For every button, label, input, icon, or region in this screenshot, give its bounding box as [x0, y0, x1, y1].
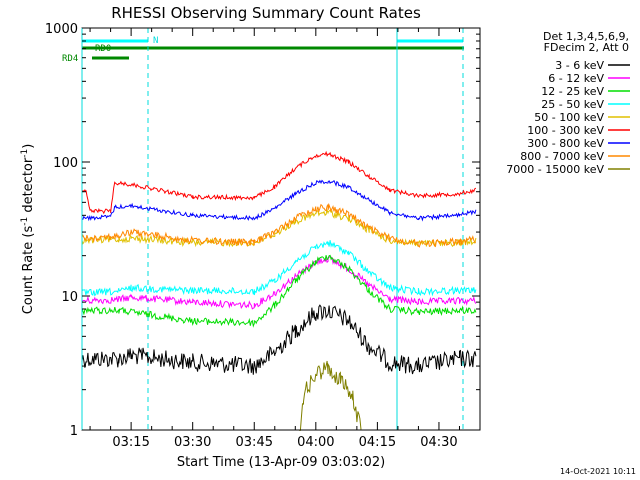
y-tick-label: 100 [53, 156, 78, 171]
x-tick-label: 04:00 [297, 435, 334, 450]
series-line-5 [81, 150, 477, 215]
x-tick-label: 03:45 [236, 435, 273, 450]
series-line-6 [81, 179, 477, 222]
x-axis: 03:15 03:30 03:45 04:00 04:15 04:30 [89, 28, 481, 450]
y-axis-label-sup2: -1 [20, 149, 30, 158]
y-axis-label-end: ) [21, 144, 36, 149]
legend-label: 3 - 6 keV [555, 59, 604, 72]
legend-label: 100 - 300 keV [527, 124, 604, 137]
flag-rd0-label: RD0 [95, 44, 111, 54]
legend-label: 50 - 100 keV [534, 111, 604, 124]
legend-label: 800 - 7000 keV [520, 150, 604, 163]
x-tick-label: 03:30 [174, 435, 211, 450]
y-axis-label-main: Count Rate (s [21, 226, 36, 315]
y-tick-label: 1000 [45, 22, 78, 37]
y-axis-label-sup1: -1 [20, 217, 30, 226]
y-tick-label: 10 [61, 290, 78, 305]
flag-lines: N RD0 RD4 [62, 36, 464, 64]
x-tick-label: 04:30 [420, 435, 457, 450]
legend-header-line-1: Det 1,3,4,5,6,9, [543, 30, 629, 43]
legend: Det 1,3,4,5,6,9, FDecim 2, Att 0 3 - 6 k… [506, 30, 630, 176]
series-line-8 [299, 360, 362, 431]
chart-title: RHESSI Observing Summary Count Rates [111, 4, 421, 22]
legend-header-line-2: FDecim 2, Att 0 [544, 41, 629, 54]
series-line-2 [81, 254, 477, 328]
y-axis: 1 10 100 1000 [45, 22, 480, 439]
flag-rd4-label: RD4 [62, 54, 78, 64]
y-tick-label: 1 [70, 424, 78, 439]
legend-label: 6 - 12 keV [548, 72, 604, 85]
series-layer [81, 150, 477, 431]
x-tick-label: 03:15 [112, 435, 149, 450]
date-stamp: 14-Oct-2021 10:11 [560, 467, 636, 476]
series-line-1 [81, 256, 477, 310]
flag-n-label: N [153, 36, 158, 46]
attenuator-markers [147, 28, 464, 430]
y-axis-label-mid: detector [21, 157, 36, 217]
legend-label: 300 - 800 keV [527, 137, 604, 150]
series-line-0 [81, 304, 477, 375]
y-axis-label: Count Rate (s-1 detector-1) [20, 144, 36, 315]
x-axis-label: Start Time (13-Apr-09 03:03:02) [177, 455, 385, 470]
legend-label: 12 - 25 keV [541, 85, 604, 98]
series-line-7 [81, 202, 476, 248]
x-tick-label: 04:15 [359, 435, 396, 450]
series-line-3 [81, 240, 477, 297]
legend-label: 25 - 50 keV [541, 98, 604, 111]
series-line-4 [81, 209, 477, 248]
legend-label: 7000 - 15000 keV [506, 163, 604, 176]
plot-frame [81, 27, 481, 431]
